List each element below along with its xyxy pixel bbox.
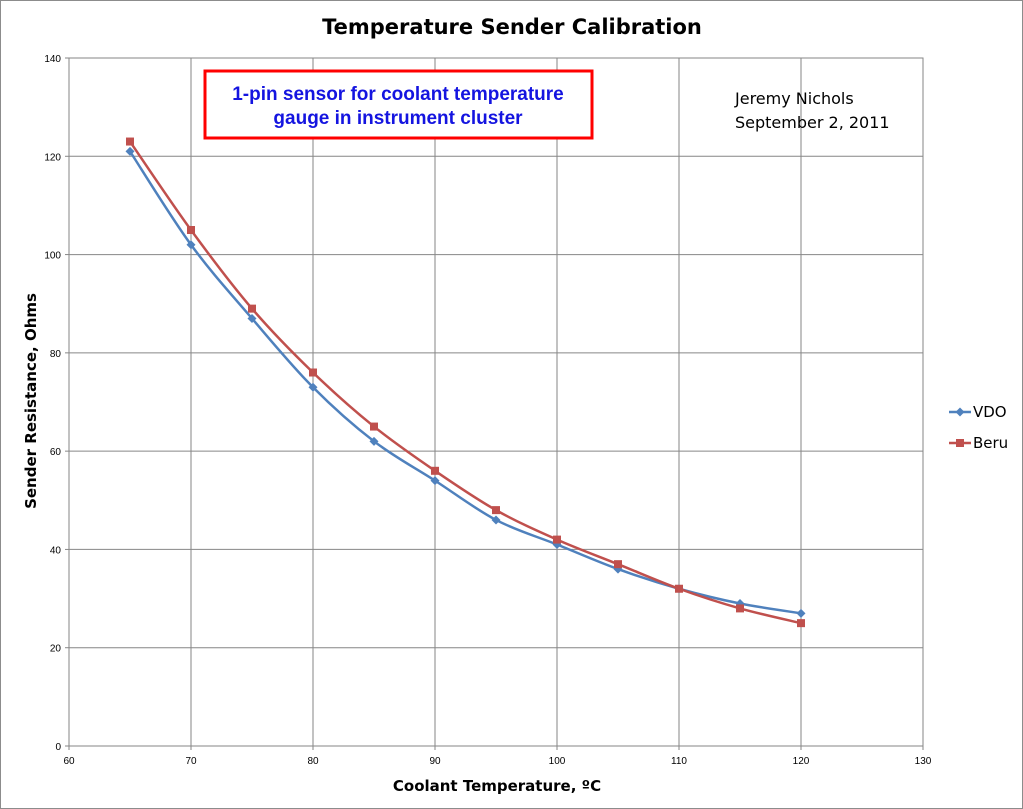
x-tick-label: 80 <box>307 756 319 767</box>
series-beru <box>126 137 805 628</box>
data-point-vdo <box>186 240 196 250</box>
note-box: 1-pin sensor for coolant temperature gau… <box>203 69 594 140</box>
data-point-vdo <box>796 608 806 618</box>
legend-label-beru: Beru <box>973 434 1008 452</box>
data-point-beru <box>370 422 378 431</box>
x-tick-label: 110 <box>671 756 687 767</box>
chart-title: Temperature Sender Calibration <box>322 15 702 39</box>
y-tick-label: 140 <box>44 54 61 65</box>
legend-item-beru: Beru <box>949 434 1008 452</box>
series-line-beru <box>128 140 802 625</box>
data-point-beru <box>614 560 622 569</box>
y-tick-label: 100 <box>44 251 61 262</box>
data-point-beru <box>248 304 256 313</box>
note-line-1: 1-pin sensor for coolant temperature <box>232 84 564 105</box>
note-box-border <box>203 69 594 140</box>
legend-marker-beru <box>956 439 964 447</box>
x-tick-label: 90 <box>429 756 441 767</box>
data-point-beru <box>309 368 317 377</box>
legend-marker-vdo <box>955 407 965 417</box>
data-point-beru <box>553 535 561 544</box>
data-point-vdo <box>247 313 257 323</box>
plot-area <box>68 57 924 747</box>
x-axis-title: Coolant Temperature, ºC <box>393 777 601 795</box>
x-tick-label: 130 <box>915 756 932 767</box>
data-point-vdo <box>308 382 318 392</box>
y-axis-title: Sender Resistance, Ohms <box>22 293 40 509</box>
legend-item-vdo: VDO <box>949 403 1007 421</box>
author-name: Jeremy Nichols <box>734 89 854 108</box>
y-tick-label: 60 <box>50 447 62 458</box>
x-axis-ticks: 60 70 80 90 100 110 120 130 <box>63 746 932 767</box>
series-vdo <box>125 146 806 618</box>
data-point-beru <box>187 226 195 234</box>
y-tick-label: 80 <box>50 349 62 360</box>
series-layer <box>125 137 806 628</box>
x-tick-label: 100 <box>549 756 566 767</box>
y-axis-ticks: 0 20 40 60 80 100 120 140 <box>44 54 69 753</box>
data-point-vdo <box>369 436 379 446</box>
x-tick-label: 120 <box>793 756 810 767</box>
data-point-vdo <box>430 476 440 486</box>
data-point-beru <box>492 506 500 515</box>
y-tick-label: 0 <box>55 742 61 753</box>
data-point-beru <box>431 466 439 475</box>
data-point-beru <box>675 584 683 593</box>
series-line-vdo <box>128 150 802 615</box>
note-line-2: gauge in instrument cluster <box>273 108 523 129</box>
legend-label-vdo: VDO <box>973 403 1007 421</box>
x-tick-label: 60 <box>63 756 75 767</box>
data-point-beru <box>126 137 134 146</box>
author-date: September 2, 2011 <box>735 113 890 132</box>
gridlines <box>68 57 924 747</box>
x-tick-label: 70 <box>185 756 197 767</box>
legend: VDO Beru <box>949 403 1008 452</box>
data-point-vdo <box>491 515 501 525</box>
data-point-beru <box>736 604 744 613</box>
y-tick-label: 20 <box>50 644 62 655</box>
data-point-vdo <box>125 146 135 156</box>
y-tick-label: 40 <box>50 545 62 556</box>
data-point-beru <box>797 619 805 628</box>
y-tick-label: 120 <box>44 152 61 163</box>
